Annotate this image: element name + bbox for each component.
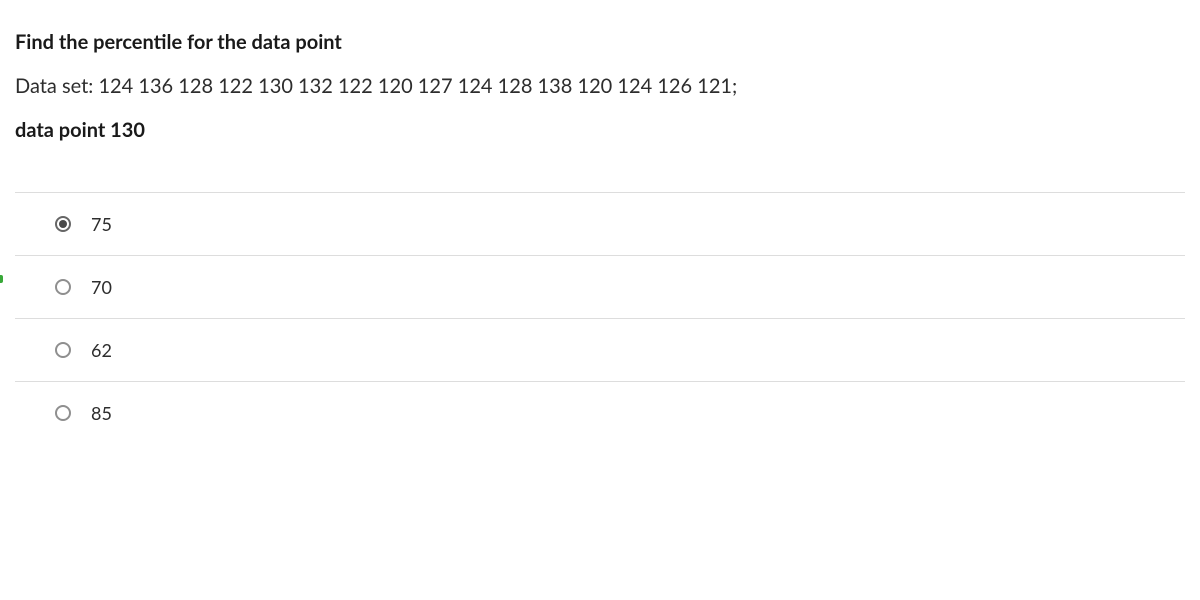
answer-label: 85 xyxy=(91,402,112,424)
dataset-label: Data set: xyxy=(15,74,98,98)
answer-label: 70 xyxy=(91,276,112,298)
answer-option[interactable]: 70 xyxy=(15,256,1185,319)
radio-button[interactable] xyxy=(55,405,71,421)
answer-option[interactable]: 62 xyxy=(15,319,1185,382)
radio-button[interactable] xyxy=(55,279,71,295)
answer-option[interactable]: 85 xyxy=(15,382,1185,444)
answer-label: 75 xyxy=(91,213,112,235)
radio-button[interactable] xyxy=(55,216,71,232)
answer-label: 62 xyxy=(91,339,112,361)
dataset-values: 124 136 128 122 130 132 122 120 127 124 … xyxy=(98,74,737,98)
answer-list: 75 70 62 85 xyxy=(15,192,1185,444)
question-block: Find the percentile for the data point D… xyxy=(15,30,1185,142)
question-dataset: Data set: 124 136 128 122 130 132 122 12… xyxy=(15,72,1185,100)
radio-button[interactable] xyxy=(55,342,71,358)
selection-indicator xyxy=(0,275,3,283)
answer-option[interactable]: 75 xyxy=(15,193,1185,256)
question-title: Find the percentile for the data point xyxy=(15,30,1185,54)
question-datapoint: data point 130 xyxy=(15,118,1185,142)
